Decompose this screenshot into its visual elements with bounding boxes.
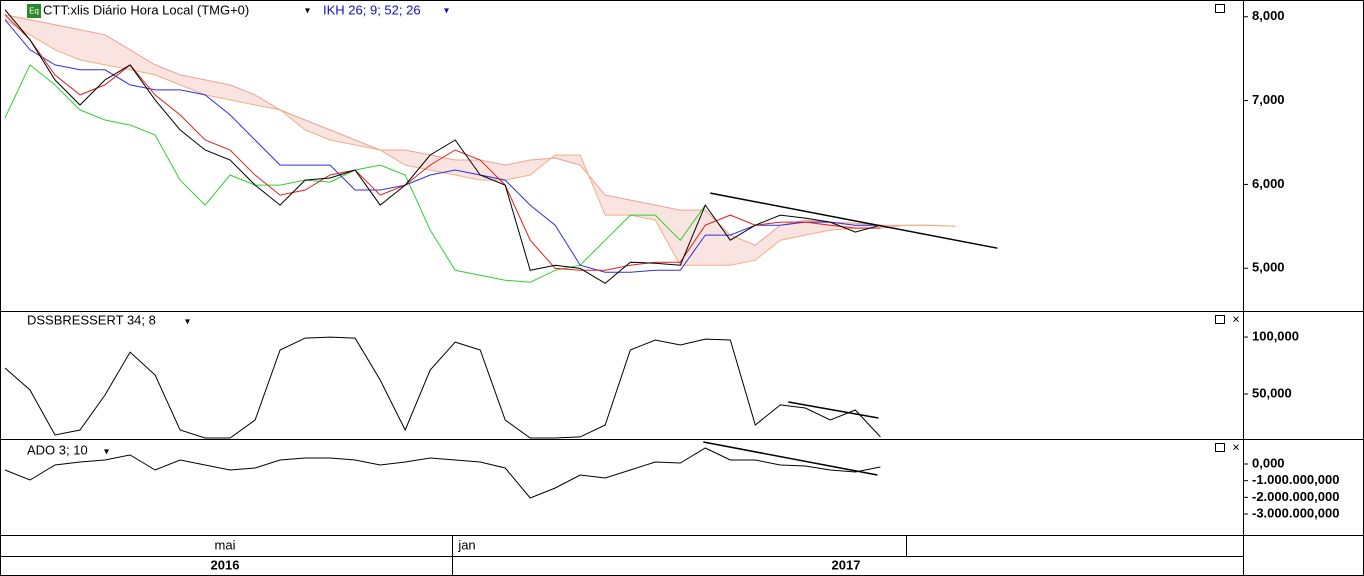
y-tick-label: 6,000 [1252,176,1285,191]
y-tick-label: 0,000 [1252,455,1285,470]
trendline [710,192,998,249]
year-label: 2017 [832,557,861,572]
y-tick-label: 5,000 [1252,260,1285,275]
series-line [4,19,881,273]
close-button[interactable]: × [1232,311,1240,326]
panel-title[interactable]: DSSBRESSERT 34; 8 [27,312,156,327]
indicator-title[interactable]: IKH 26; 9; 52; 26 [323,2,421,17]
panel [4,441,881,499]
cloud [5,14,956,266]
series-line [4,14,881,271]
month-label: mai [215,537,236,552]
panel [4,336,881,439]
series-line [4,19,956,266]
close-button[interactable]: × [1232,439,1240,454]
y-tick-label: 100,000 [1252,328,1299,343]
year-label: 2016 [211,557,240,572]
series-line [4,14,956,246]
chart-title[interactable]: CTT:xlis Diário Hora Local (TMG+0) [43,2,249,17]
dropdown[interactable]: ▾ [104,447,109,458]
series-line [4,64,706,283]
icon-box [27,4,41,18]
maximize-button[interactable] [1215,4,1225,13]
y-tick-label: -1.000.000,000 [1252,472,1339,487]
plots: 5,000 6,000 7,000 8,000 50,000 100,000 0,000 -1… [4,8,1339,520]
series-line [4,9,881,284]
panel [4,9,998,284]
series-line [4,336,881,439]
series-line [4,447,881,499]
y-tick-label: 50,000 [1252,385,1292,400]
y-tick-label: 8,000 [1252,8,1285,23]
month-label: jan [457,537,475,552]
icon: Eq [29,7,39,16]
trendline [788,401,879,419]
y-tick-label: -3.000.000,000 [1252,505,1339,520]
dropdown[interactable]: ▾ [185,317,190,328]
trendline [703,441,878,476]
panel-title[interactable]: ADO 3; 10 [27,442,88,457]
y-tick-label: 7,000 [1252,92,1285,107]
maximize-button[interactable] [1215,443,1225,452]
dropdown[interactable]: ▾ [305,6,310,17]
y-tick-label: -2.000.000,000 [1252,489,1339,504]
dropdown[interactable]: ▾ [444,6,449,17]
maximize-button[interactable] [1215,315,1225,324]
